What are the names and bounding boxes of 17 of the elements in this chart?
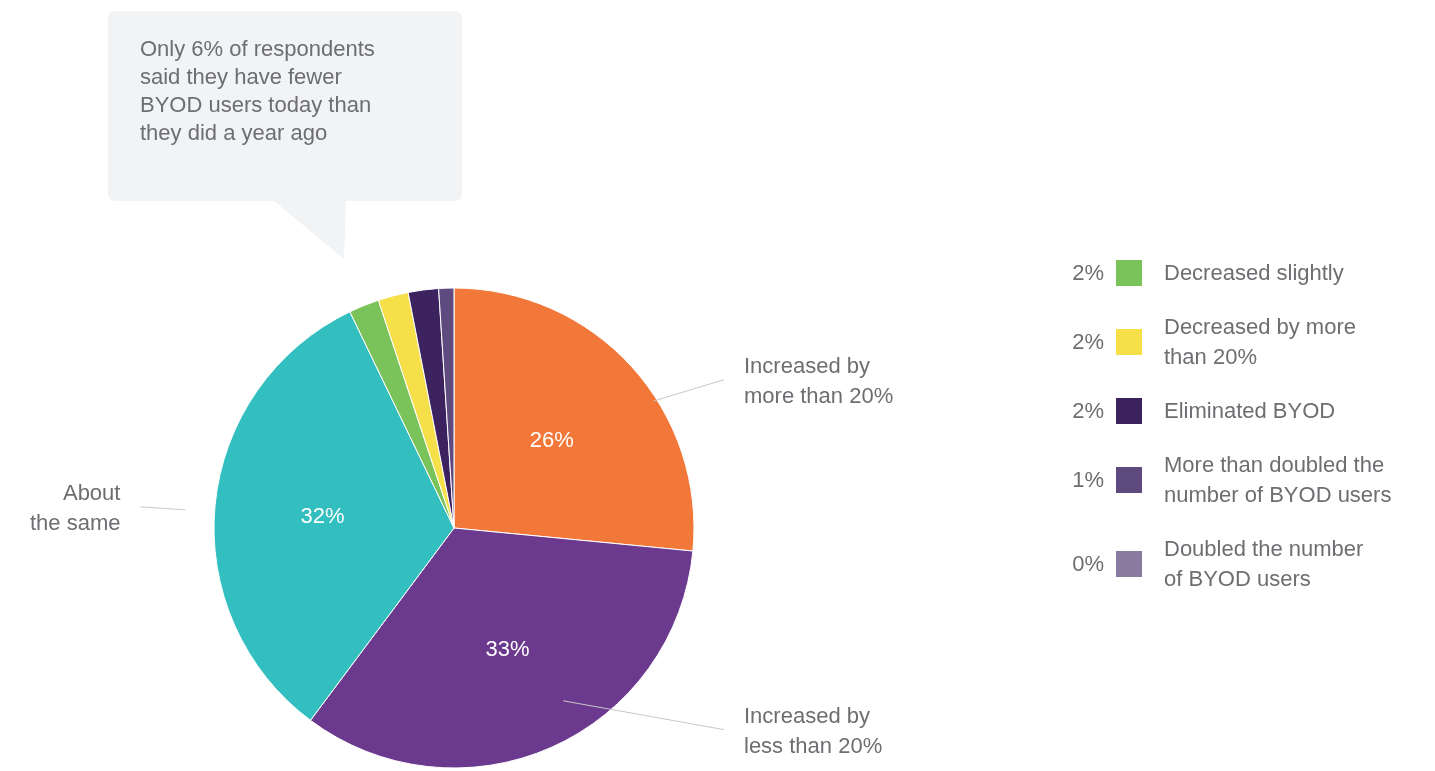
slice-label: Increased by less than 20% [744,702,883,758]
data-label: 1% [1071,467,1104,493]
legend-label: Decreased by more than 20% [1164,313,1356,371]
data-label: 2% [1071,398,1104,424]
data-label: 32% [300,502,345,528]
legend-label: Decreased slightly [1164,259,1344,287]
slice-label: Increased by more than 20% [744,352,894,408]
data-label: 2% [1071,260,1104,286]
text: Only 6% of respondents said they have fewer BYOD users today than they did a year ago [140,35,375,147]
legend-label: Eliminated BYOD [1164,397,1336,425]
legend-label: Doubled the number of BYOD users [1164,535,1364,593]
slice-label: About the same [29,479,121,535]
text: 0% [1072,551,1104,576]
data-label: 33% [485,636,530,662]
data-label: 26% [529,426,574,452]
data-label: 2% [1071,329,1104,355]
legend-label: More than doubled the number of BYOD users [1164,451,1392,509]
